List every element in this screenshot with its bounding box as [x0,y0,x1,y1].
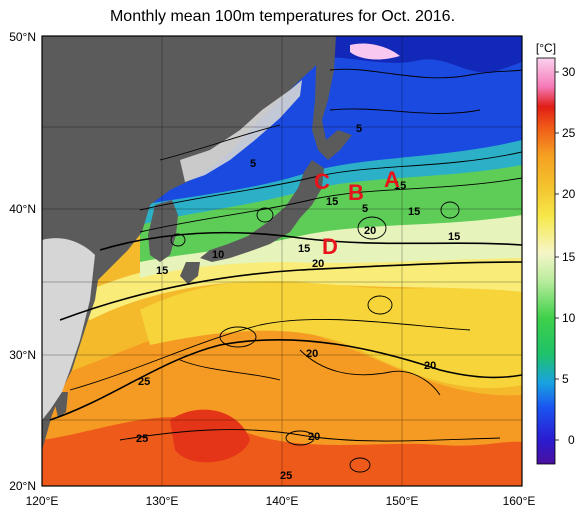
marker-d: D [322,234,338,259]
lon-tick: 120°E [26,494,59,508]
colorbar-tick: 10 [562,311,576,325]
ocean-hot-spot [170,409,250,463]
land-japan [200,160,324,262]
contour-label: 15 [394,180,406,192]
contour-label: 15 [448,231,460,243]
colorbar-tick: 30 [562,65,576,79]
contour-label: 20 [306,348,318,360]
lat-tick: 20°N [9,479,36,493]
contour-label: 5 [362,203,368,215]
no-data-area [42,238,95,420]
contour-label: 25 [136,433,148,445]
land-sakhalin [312,36,352,160]
colorbar-tick: 20 [562,187,576,201]
map-title: Monthly mean 100m temperatures for Oct. … [109,8,456,25]
longitude-labels: 120°E 130°E 140°E 150°E 160°E [26,494,536,508]
contour-label: 25 [280,470,292,482]
contour-label: 25 [138,376,150,388]
land-asia [42,36,330,450]
colorbar: [°C] 30 25 20 15 10 5 0 [536,41,576,465]
marker-c: C [314,169,330,194]
marker-b: B [348,180,364,205]
contour-label: 20 [312,258,324,270]
contour-label: 20 [364,225,376,237]
graticule [42,36,522,486]
colorbar-tick: 5 [562,372,569,386]
ocean-green [140,160,522,262]
lon-tick: 150°E [386,494,419,508]
contour-label: 15 [156,265,168,277]
colorbar-tick: 15 [562,250,576,264]
contour-label: 5 [356,123,362,135]
land-taiwan [55,392,68,418]
contour-label: 15 [298,243,310,255]
lon-tick: 140°E [266,494,299,508]
lon-tick: 130°E [146,494,179,508]
ocean-pink-patch [350,43,400,60]
colorbar-scale [536,57,556,465]
lat-tick: 50°N [9,30,36,44]
ocean-front [140,210,522,278]
no-data-area-north [180,80,302,182]
contour-lines [49,68,522,473]
ocean-cyan [140,135,522,225]
lon-tick: 160°E [503,494,536,508]
contour-label: 5 [250,158,256,170]
lat-tick: 30°N [9,348,36,362]
colorbar-unit: [°C] [536,41,556,55]
contour-label: 20 [424,360,436,372]
contour-labels: 5 5 5 10 15 15 15 15 15 15 20 20 20 20 2… [136,123,460,482]
contour-label: 20 [308,431,320,443]
contour-label: 15 [326,196,338,208]
latitude-labels: 50°N 40°N 30°N 20°N [9,30,36,493]
ocean-yellow [140,280,522,389]
region-markers: A B C D [314,167,400,259]
lat-tick: 40°N [9,202,36,216]
colorbar-tick: 0 [568,433,575,447]
contour-label: 15 [408,206,420,218]
marker-a: A [384,167,400,192]
contour-label: 10 [212,249,224,261]
colorbar-tick: 25 [562,126,576,140]
land-kyushu [180,262,200,284]
land-korea [148,200,178,262]
